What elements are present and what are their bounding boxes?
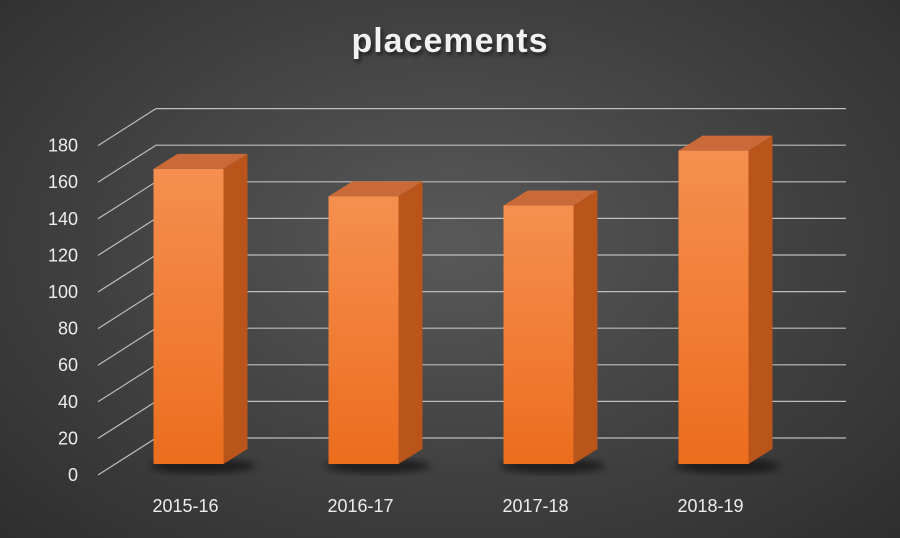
y-tick-label: 80 (58, 319, 78, 339)
bar-front (153, 168, 224, 464)
chart-title: placements (351, 22, 549, 60)
bar-top (503, 190, 598, 206)
x-axis: 2015-16 2016-17 2017-18 2018-19 (152, 496, 743, 516)
y-tick-label: 160 (48, 172, 78, 192)
bar (149, 153, 256, 473)
bar-side (573, 190, 598, 464)
gridline (97, 107, 846, 147)
y-tick-label: 0 (68, 465, 78, 485)
bar-side (748, 135, 773, 464)
x-tick-label: 2015-16 (152, 496, 218, 516)
bar (499, 190, 606, 473)
gridline (97, 144, 846, 183)
bar-front (678, 150, 749, 464)
x-tick-label: 2017-18 (502, 496, 568, 516)
bar (324, 181, 431, 473)
bar-top (328, 181, 423, 197)
x-tick-label: 2016-17 (327, 496, 393, 516)
bar-side (223, 153, 248, 464)
bar-front (503, 205, 574, 464)
y-tick-label: 60 (58, 355, 78, 375)
bar-top (678, 135, 773, 151)
bar-top (153, 153, 248, 169)
y-axis: 0 20 40 60 80 100 120 140 160 180 (48, 136, 78, 485)
bars (149, 135, 781, 473)
y-tick-label: 20 (58, 428, 78, 448)
x-tick-label: 2018-19 (677, 496, 743, 516)
y-tick-label: 140 (48, 209, 78, 229)
y-tick-label: 180 (48, 136, 78, 156)
bar (674, 135, 781, 473)
bar-front (328, 196, 399, 464)
y-tick-label: 40 (58, 392, 78, 412)
y-tick-label: 120 (48, 245, 78, 265)
y-tick-label: 100 (48, 282, 78, 302)
bar-side (398, 181, 423, 464)
